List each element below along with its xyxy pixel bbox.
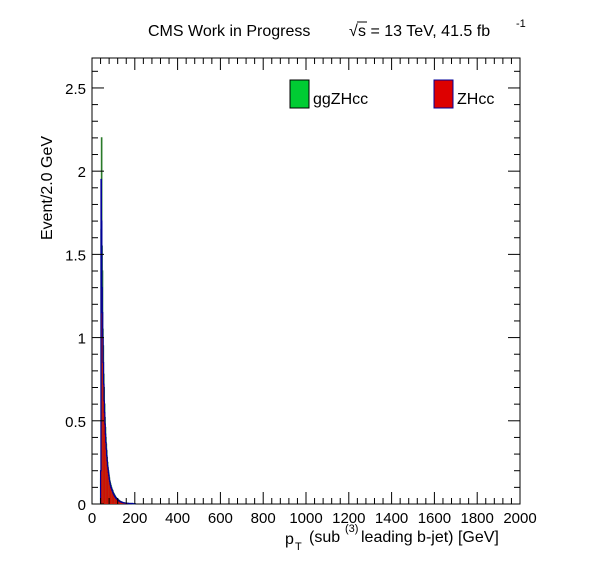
header: CMS Work in Progress √ s = 13 TeV, 41.5 … <box>148 18 526 40</box>
bar-zhcc <box>109 484 111 504</box>
bar-zhcc <box>121 502 123 504</box>
y-tick-label: 0.5 <box>65 414 86 431</box>
plot-frame <box>91 57 521 505</box>
bar-zhcc <box>121 502 123 504</box>
y-axis: 0 0.5 1 1.5 2 2.5 <box>65 70 520 514</box>
legend: ggZHcc ZHcc <box>289 79 494 109</box>
bar-zhcc <box>120 501 122 504</box>
histogram-series <box>99 137 136 505</box>
x-axis-title: p T (sub (3) leading b-jet) [GeV] <box>285 523 499 553</box>
x-axis-title-sup: (3) <box>345 523 358 535</box>
x-tick-label: 2000 <box>503 510 536 527</box>
bar-zhcc <box>115 497 116 504</box>
bar-zhcc <box>103 362 104 504</box>
legend-label-zhcc: ZHcc <box>457 91 494 108</box>
bar-zhcc <box>109 481 111 504</box>
x-tick-label: 1400 <box>375 510 408 527</box>
legend-entry-zhcc: ZHcc <box>433 79 494 109</box>
bar-zhcc <box>113 494 115 504</box>
bar-zhcc <box>119 501 120 504</box>
bar-zhcc <box>106 455 108 504</box>
bar-zhcc <box>116 499 118 504</box>
x-tick-label: 600 <box>208 510 233 527</box>
bar-zhcc <box>106 460 108 504</box>
bar-zhcc <box>105 442 107 504</box>
x-tick-label: 1800 <box>461 510 494 527</box>
legend-entry-ggzhcc: ggZHcc <box>289 79 368 109</box>
x-axis-title-sub: T <box>295 541 302 553</box>
bar-zhcc <box>102 312 103 504</box>
bar-zhcc <box>119 501 121 504</box>
bar-zhcc <box>104 424 106 504</box>
x-axis-title-mid: (sub <box>309 529 340 546</box>
y-tick-label: 2.5 <box>65 81 86 98</box>
bar-zhcc <box>101 287 103 504</box>
x-tick-label: 1000 <box>289 510 322 527</box>
experiment-label: CMS Work in Progress <box>148 23 310 40</box>
y-axis-title: Event/2.0 GeV <box>39 136 56 240</box>
x-tick-label: 200 <box>122 510 147 527</box>
bar-zhcc <box>118 500 120 504</box>
lumi-exponent: -1 <box>516 18 526 30</box>
bar-zhcc <box>106 449 107 504</box>
bar-zhcc <box>112 492 114 504</box>
x-tick-label: 800 <box>251 510 276 527</box>
bar-zhcc <box>107 469 109 504</box>
bar-zhcc <box>113 494 114 504</box>
bar-zhcc <box>118 500 120 504</box>
y-tick-label: 0 <box>78 497 86 514</box>
energy-lumi-text: s = 13 TeV, 41.5 fb <box>358 23 490 40</box>
bar-zhcc <box>101 221 102 505</box>
bar-zhcc <box>108 475 110 504</box>
bar-zhcc <box>103 400 105 504</box>
sqrt-symbol: √ <box>349 23 358 40</box>
bar-zhcc <box>112 490 113 504</box>
bar-zhcc <box>112 493 114 504</box>
legend-label-ggzhcc: ggZHcc <box>313 91 368 108</box>
x-tick-label: 1600 <box>418 510 451 527</box>
y-tick-label: 1.5 <box>65 247 86 264</box>
bar-zhcc <box>103 384 105 504</box>
bar-zhcc <box>120 501 121 504</box>
y-tick-label: 1 <box>78 331 86 348</box>
series-zhcc <box>99 178 136 505</box>
bar-zhcc <box>114 496 116 504</box>
bar-zhcc <box>107 465 108 504</box>
bar-zhcc <box>104 412 105 504</box>
legend-swatch-zhcc <box>433 79 454 109</box>
y-tick-label: 2 <box>78 164 86 181</box>
bar-zhcc <box>114 495 115 504</box>
bar-zhcc <box>110 485 111 504</box>
bar-zhcc <box>110 487 112 504</box>
x-axis: 0 200 400 600 800 1000 1200 1400 1600 1800 2000 <box>88 58 537 527</box>
x-tick-label: 1200 <box>332 510 365 527</box>
x-axis-title-rest: leading b-jet) [GeV] <box>361 529 499 546</box>
bar-zhcc <box>109 479 110 504</box>
x-tick-label: 0 <box>88 510 96 527</box>
bar-zhcc <box>121 502 122 504</box>
bar-zhcc <box>111 489 113 504</box>
bar-zhcc <box>116 498 117 504</box>
bar-zhcc <box>111 488 112 504</box>
x-tick-label: 400 <box>165 510 190 527</box>
bar-zhcc <box>108 472 109 504</box>
bar-zhcc <box>115 497 117 504</box>
bar-zhcc <box>122 502 124 504</box>
bar-zhcc <box>118 500 119 504</box>
bar-zhcc <box>105 434 106 504</box>
bar-zhcc <box>115 498 117 504</box>
legend-swatch-ggzhcc <box>289 79 310 109</box>
outline-zhcc <box>99 178 136 505</box>
x-axis-title-p: p <box>285 531 294 548</box>
